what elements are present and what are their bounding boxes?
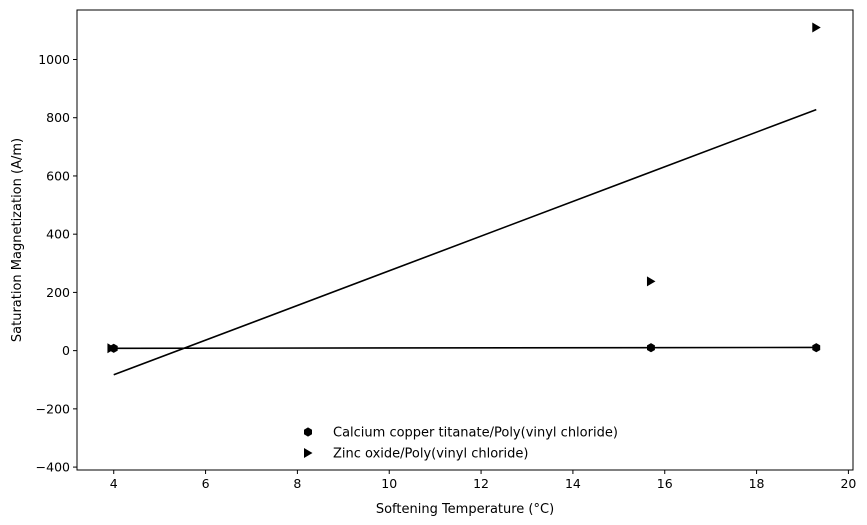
x-tick-label: 20 — [840, 476, 856, 491]
y-tick-label: −200 — [36, 401, 70, 416]
fit-line-series-2 — [113, 108, 817, 376]
x-tick-label: 6 — [202, 476, 210, 491]
data-point-series-1 — [647, 343, 655, 353]
data-point-series-2 — [107, 343, 116, 354]
x-tick-label: 10 — [381, 476, 397, 491]
x-tick-label: 18 — [749, 476, 765, 491]
x-tick-label: 4 — [110, 476, 118, 491]
y-tick-label: 600 — [46, 168, 70, 183]
x-axis-label: Softening Temperature (°C) — [376, 502, 554, 517]
plot-area — [76, 9, 854, 471]
data-point-series-1 — [812, 343, 821, 353]
y-axis-label: Saturation Magnetization (A/m) — [10, 138, 25, 342]
x-axis-ticks: 4 6 8 10 12 14 16 18 20 — [110, 470, 856, 491]
fit-line-series-1 — [113, 346, 817, 350]
y-tick-label: 0 — [62, 343, 70, 358]
data-points — [107, 22, 821, 354]
x-tick-label: 12 — [473, 476, 489, 491]
y-tick-label: 200 — [46, 285, 70, 300]
y-tick-label: 400 — [46, 227, 70, 242]
y-tick-label: 1000 — [38, 52, 70, 67]
y-tick-label: 800 — [46, 110, 70, 125]
legend-label-series-2: Zinc oxide/Poly(vinyl chloride) — [333, 447, 528, 462]
legend-marker-series-2 — [304, 448, 313, 458]
legend-label-series-1: Calcium copper titanate/Poly(vinyl chlor… — [333, 426, 618, 441]
y-axis-ticks: −400 −200 0 200 400 600 800 1000 — [36, 52, 77, 475]
data-point-series-2 — [812, 22, 821, 33]
x-tick-label: 8 — [293, 476, 301, 491]
legend-marker-series-1 — [304, 427, 312, 437]
x-tick-label: 14 — [565, 476, 581, 491]
fit-lines — [113, 108, 817, 376]
data-point-series-2 — [646, 276, 656, 287]
y-tick-label: −400 — [36, 460, 70, 475]
legend: Calcium copper titanate/Poly(vinyl chlor… — [304, 426, 618, 462]
x-tick-label: 16 — [657, 476, 673, 491]
